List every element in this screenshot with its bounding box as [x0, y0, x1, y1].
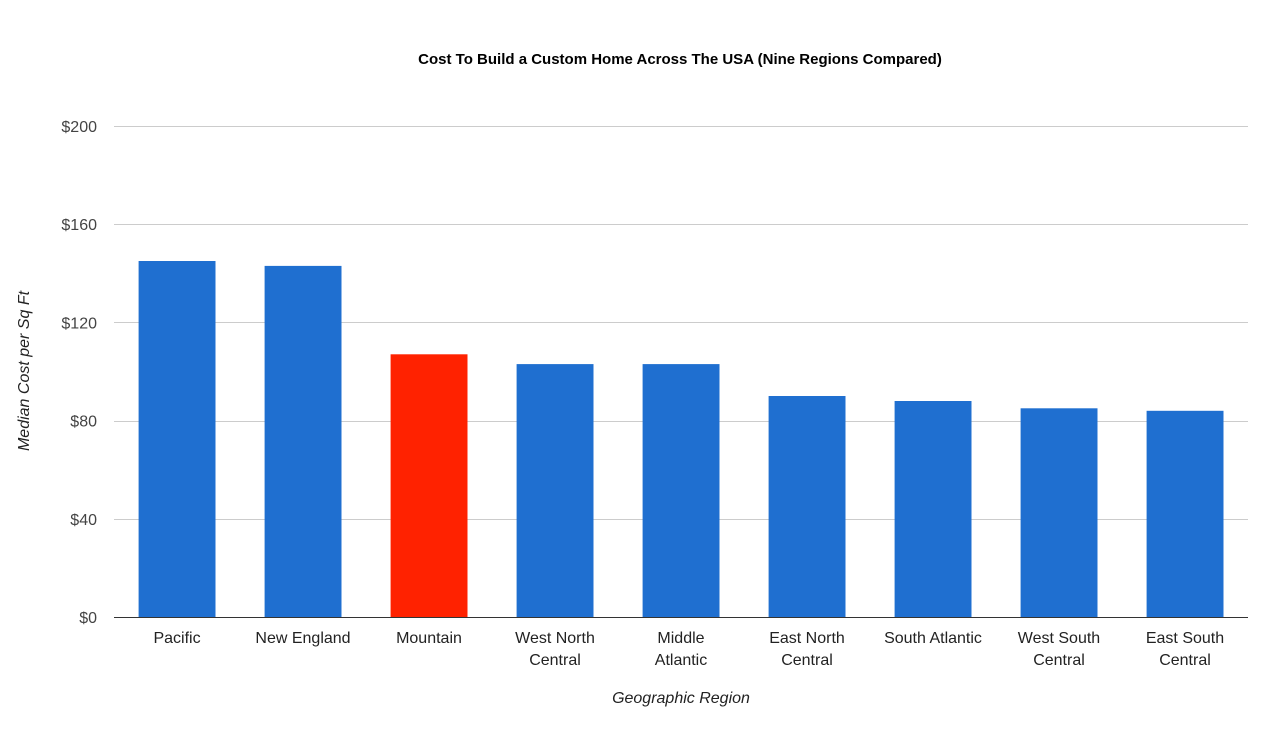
x-tick-label: New England: [255, 630, 350, 647]
bar: [1020, 408, 1098, 617]
bar: [138, 261, 216, 617]
y-axis-ticks: $0 $40 $80 $120 $160 $200: [61, 119, 97, 627]
bars: [138, 261, 1224, 617]
y-tick-label: $200: [61, 119, 97, 136]
x-axis-label: Geographic Region: [612, 690, 750, 707]
x-tick-label: Middle Atlantic: [655, 630, 707, 669]
bar: [1146, 410, 1224, 617]
bar: [264, 265, 342, 617]
bar: [642, 364, 720, 617]
chart-title: Cost To Build a Custom Home Across The U…: [418, 51, 942, 68]
bar: [768, 396, 846, 617]
x-tick-label: South Atlantic: [884, 630, 982, 647]
bar: [516, 364, 594, 617]
x-tick-label: East North Central: [769, 630, 845, 669]
x-tick-label: Mountain: [396, 630, 462, 647]
bar: [390, 354, 468, 617]
bar: [894, 401, 972, 617]
x-tick-label: West South Central: [1018, 630, 1100, 669]
y-tick-label: $160: [61, 217, 97, 234]
x-tick-label: Pacific: [153, 630, 200, 647]
y-tick-label: $40: [70, 512, 97, 529]
y-tick-label: $80: [70, 414, 97, 431]
y-tick-label: $120: [61, 315, 97, 332]
x-tick-label: West North Central: [515, 630, 595, 669]
y-tick-label: $0: [79, 610, 97, 627]
y-axis-label: Median Cost per Sq Ft: [16, 290, 33, 451]
x-axis-ticks: Pacific New England Mountain West North Cent…: [153, 630, 1224, 669]
x-tick-label: East South Central: [1146, 630, 1224, 669]
